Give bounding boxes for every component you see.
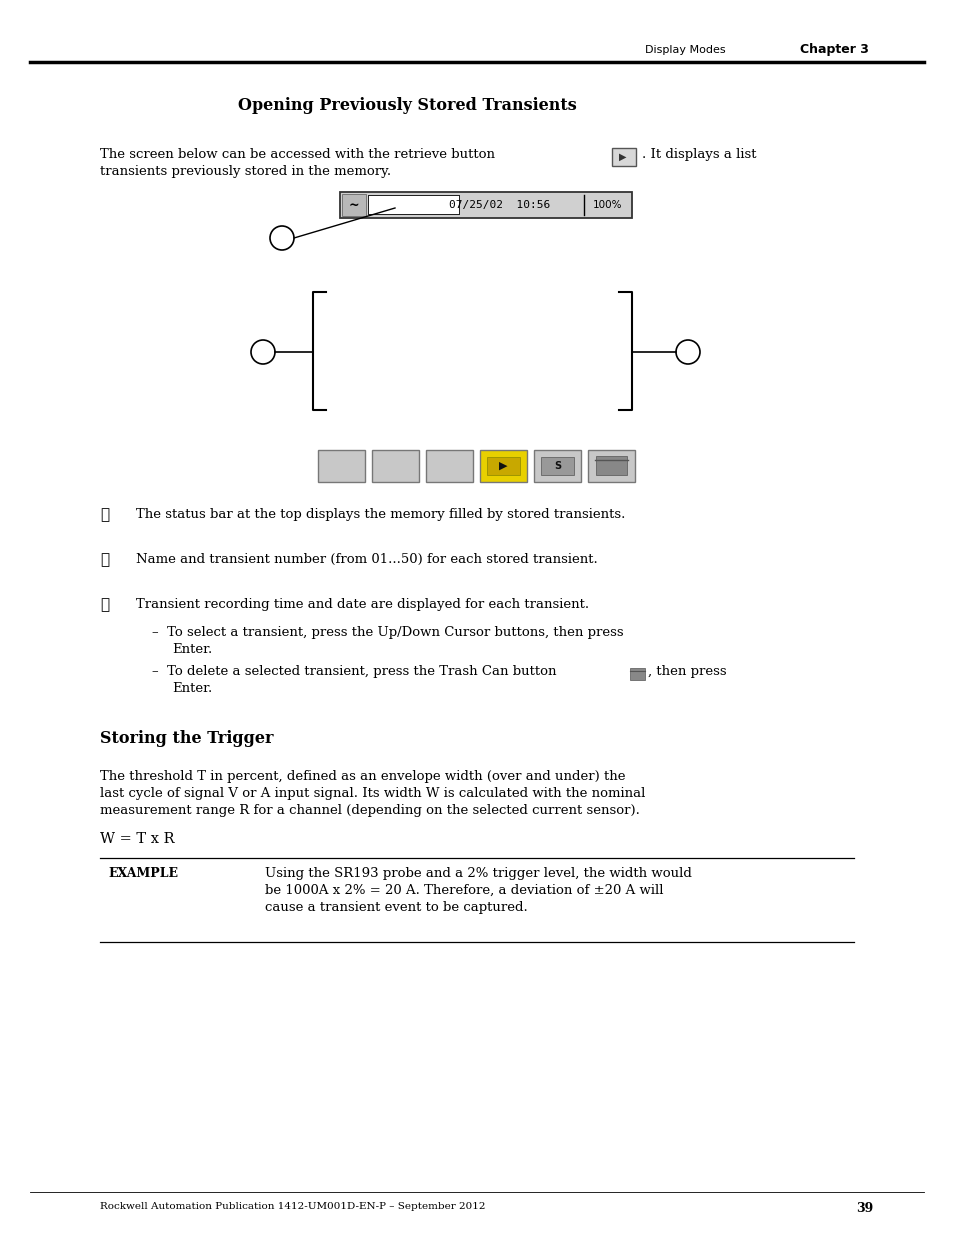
Text: last cycle of signal V or A input signal. Its width W is calculated with the nom: last cycle of signal V or A input signal…: [100, 787, 644, 800]
FancyBboxPatch shape: [587, 450, 635, 482]
Text: 100%: 100%: [593, 200, 622, 210]
Text: , then press: , then press: [647, 664, 726, 678]
Bar: [368, 195, 459, 215]
FancyBboxPatch shape: [612, 148, 636, 165]
Text: Enter.: Enter.: [172, 643, 212, 656]
Text: –  To select a transient, press the Up/Down Cursor buttons, then press: – To select a transient, press the Up/Do…: [152, 626, 623, 638]
Text: ▶: ▶: [498, 461, 507, 471]
FancyBboxPatch shape: [486, 457, 519, 475]
Bar: [341, 194, 366, 216]
Text: Name and transient number (from 01...50) for each stored transient.: Name and transient number (from 01...50)…: [136, 553, 598, 566]
Text: Rockwell Automation Publication 1412-UM001D-EN-P – September 2012: Rockwell Automation Publication 1412-UM0…: [100, 1202, 485, 1212]
FancyBboxPatch shape: [479, 450, 526, 482]
Bar: [369, 196, 458, 214]
Text: ▶: ▶: [618, 152, 626, 162]
Text: transients previously stored in the memory.: transients previously stored in the memo…: [100, 165, 391, 178]
Text: ②: ②: [100, 553, 109, 567]
FancyBboxPatch shape: [426, 450, 473, 482]
Bar: [629, 668, 644, 680]
Text: Enter.: Enter.: [172, 682, 212, 695]
Text: 39: 39: [855, 1202, 872, 1215]
Text: 07/25/02  10:56: 07/25/02 10:56: [449, 200, 550, 210]
FancyBboxPatch shape: [534, 450, 580, 482]
Text: –  To delete a selected transient, press the Trash Can button: – To delete a selected transient, press …: [152, 664, 556, 678]
Text: Display Modes: Display Modes: [644, 44, 725, 56]
Text: measurement range R for a channel (depending on the selected current sensor).: measurement range R for a channel (depen…: [100, 804, 639, 818]
FancyBboxPatch shape: [540, 457, 574, 475]
Text: W = T x R: W = T x R: [100, 832, 174, 846]
Text: Chapter 3: Chapter 3: [800, 43, 868, 57]
Text: ③: ③: [100, 598, 109, 613]
Text: ~: ~: [349, 199, 359, 211]
Text: EXAMPLE: EXAMPLE: [108, 867, 178, 881]
Text: Transient recording time and date are displayed for each transient.: Transient recording time and date are di…: [136, 598, 589, 611]
FancyBboxPatch shape: [372, 450, 418, 482]
Text: The threshold T in percent, defined as an envelope width (over and under) the: The threshold T in percent, defined as a…: [100, 769, 625, 783]
Text: Using the SR193 probe and a 2% trigger level, the width would: Using the SR193 probe and a 2% trigger l…: [265, 867, 691, 881]
Text: ①: ①: [100, 508, 109, 522]
Text: S: S: [554, 461, 560, 471]
Text: The status bar at the top displays the memory filled by stored transients.: The status bar at the top displays the m…: [136, 508, 625, 521]
Text: Opening Previously Stored Transients: Opening Previously Stored Transients: [237, 98, 577, 114]
Text: . It displays a list: . It displays a list: [641, 148, 756, 161]
Text: be 1000A x 2% = 20 A. Therefore, a deviation of ±20 A will: be 1000A x 2% = 20 A. Therefore, a devia…: [265, 884, 662, 897]
FancyBboxPatch shape: [317, 450, 365, 482]
Text: Storing the Trigger: Storing the Trigger: [100, 730, 274, 747]
Text: The screen below can be accessed with the retrieve button: The screen below can be accessed with th…: [100, 148, 495, 161]
Text: cause a transient event to be captured.: cause a transient event to be captured.: [265, 902, 527, 914]
FancyBboxPatch shape: [596, 456, 626, 475]
FancyBboxPatch shape: [339, 191, 631, 219]
